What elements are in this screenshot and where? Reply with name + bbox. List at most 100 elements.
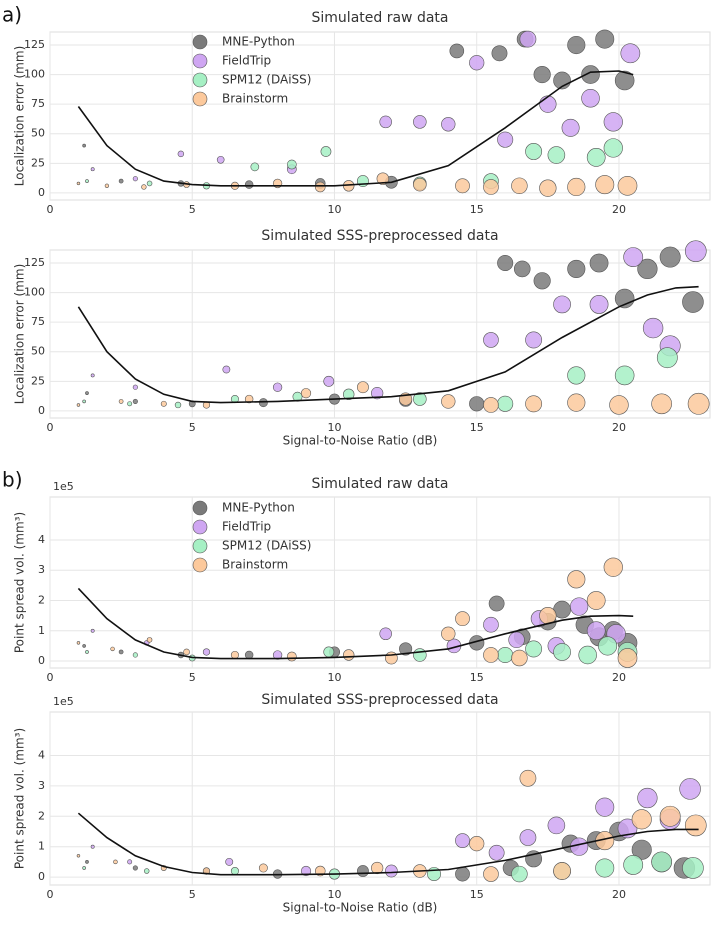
bubble bbox=[651, 393, 672, 415]
bubble bbox=[570, 597, 589, 616]
bubble bbox=[455, 178, 470, 194]
bubble bbox=[379, 627, 392, 641]
y-axis-label: Point spread vol. (mm³) bbox=[13, 728, 27, 869]
bubble bbox=[598, 636, 618, 656]
chart-title: Simulated raw data bbox=[312, 476, 449, 492]
bubble bbox=[104, 183, 110, 188]
x-axis-label: Signal-to-Noise Ratio (dB) bbox=[283, 901, 438, 915]
y-tick-label: 1 bbox=[38, 624, 45, 637]
bubble bbox=[183, 648, 190, 656]
bubble bbox=[82, 866, 86, 870]
bubble bbox=[539, 179, 557, 197]
bubble bbox=[320, 146, 332, 157]
bubble bbox=[614, 365, 635, 386]
bubble bbox=[258, 398, 268, 408]
legend-marker bbox=[192, 34, 208, 50]
bubble bbox=[589, 295, 609, 314]
bubble bbox=[146, 180, 153, 187]
bubble bbox=[623, 247, 644, 268]
bubble bbox=[90, 628, 95, 633]
bubble bbox=[620, 43, 641, 64]
bubble bbox=[413, 648, 427, 662]
bubble bbox=[513, 260, 531, 278]
bubble bbox=[379, 115, 392, 129]
bubble bbox=[110, 646, 115, 652]
bubble bbox=[511, 649, 528, 667]
bubble bbox=[631, 839, 652, 860]
bubble bbox=[589, 253, 609, 273]
legend-marker bbox=[192, 538, 208, 554]
bubble bbox=[85, 650, 89, 654]
plot-area bbox=[49, 711, 711, 886]
y-tick-label: 25 bbox=[31, 156, 45, 169]
bubble bbox=[567, 177, 586, 197]
x-axis-label: Signal-to-Noise Ratio (dB) bbox=[283, 434, 438, 448]
x-tick-label: 5 bbox=[189, 203, 196, 216]
bubble bbox=[617, 175, 638, 196]
bubble bbox=[127, 401, 133, 407]
legend-label: SPM12 (DAiSS) bbox=[222, 73, 311, 87]
bubble bbox=[371, 387, 384, 400]
bubble bbox=[272, 382, 283, 392]
bubble bbox=[553, 862, 571, 880]
bubble bbox=[230, 650, 239, 660]
bubble bbox=[586, 621, 606, 641]
bubble bbox=[76, 854, 81, 858]
legend-label: MNE-Python bbox=[222, 35, 295, 49]
bubble bbox=[132, 865, 138, 871]
y-tick-label: 0 bbox=[38, 404, 45, 417]
y-tick-label: 0 bbox=[38, 654, 45, 667]
bubble bbox=[497, 395, 514, 412]
y-axis-label: Point spread vol. (mm³) bbox=[13, 512, 27, 653]
bubble bbox=[539, 95, 557, 113]
bubble bbox=[519, 829, 537, 846]
y-tick-label: 125 bbox=[24, 38, 45, 51]
bubble bbox=[586, 148, 606, 167]
bubble bbox=[469, 396, 485, 412]
x-tick-label: 15 bbox=[470, 203, 484, 216]
bubble bbox=[76, 641, 81, 645]
bubble bbox=[258, 863, 268, 873]
bubble bbox=[76, 181, 81, 186]
bubble bbox=[132, 384, 138, 390]
y-tick-label: 100 bbox=[24, 286, 45, 299]
bubble bbox=[684, 814, 707, 837]
bubble bbox=[567, 393, 586, 412]
bubble bbox=[376, 172, 390, 185]
bubble bbox=[581, 65, 600, 84]
legend-label: MNE-Python bbox=[222, 501, 295, 515]
y-tick-label: 75 bbox=[31, 315, 45, 328]
bubble bbox=[519, 30, 537, 48]
bubble bbox=[687, 392, 710, 415]
bubble bbox=[413, 177, 427, 192]
bubble bbox=[82, 644, 86, 648]
bubble bbox=[141, 184, 147, 190]
bubble bbox=[567, 570, 586, 589]
bubble bbox=[82, 143, 86, 148]
y-tick-label: 50 bbox=[31, 345, 45, 358]
y-tick-label: 2 bbox=[38, 809, 45, 822]
chart-title: Simulated SSS-preprocessed data bbox=[261, 692, 498, 708]
bubble bbox=[491, 45, 508, 62]
legend-marker bbox=[192, 519, 208, 535]
y-tick-label: 125 bbox=[24, 256, 45, 269]
bubble bbox=[371, 861, 384, 875]
bubble bbox=[82, 399, 86, 404]
bubble bbox=[225, 857, 234, 866]
bubble bbox=[222, 365, 231, 374]
bubble bbox=[553, 295, 571, 314]
bubble bbox=[617, 648, 638, 668]
x-tick-label: 10 bbox=[327, 671, 341, 684]
legend-marker bbox=[192, 72, 208, 88]
bubble bbox=[300, 865, 312, 877]
bubble bbox=[250, 162, 260, 172]
y-tick-label: 4 bbox=[38, 748, 45, 761]
bubble bbox=[323, 646, 335, 658]
y-tick-label: 0 bbox=[38, 186, 45, 199]
offset-label: 1e5 bbox=[53, 480, 74, 493]
y-tick-label: 1 bbox=[38, 840, 45, 853]
bubble bbox=[561, 118, 580, 137]
x-tick-label: 5 bbox=[189, 888, 196, 901]
bubble bbox=[357, 381, 369, 394]
